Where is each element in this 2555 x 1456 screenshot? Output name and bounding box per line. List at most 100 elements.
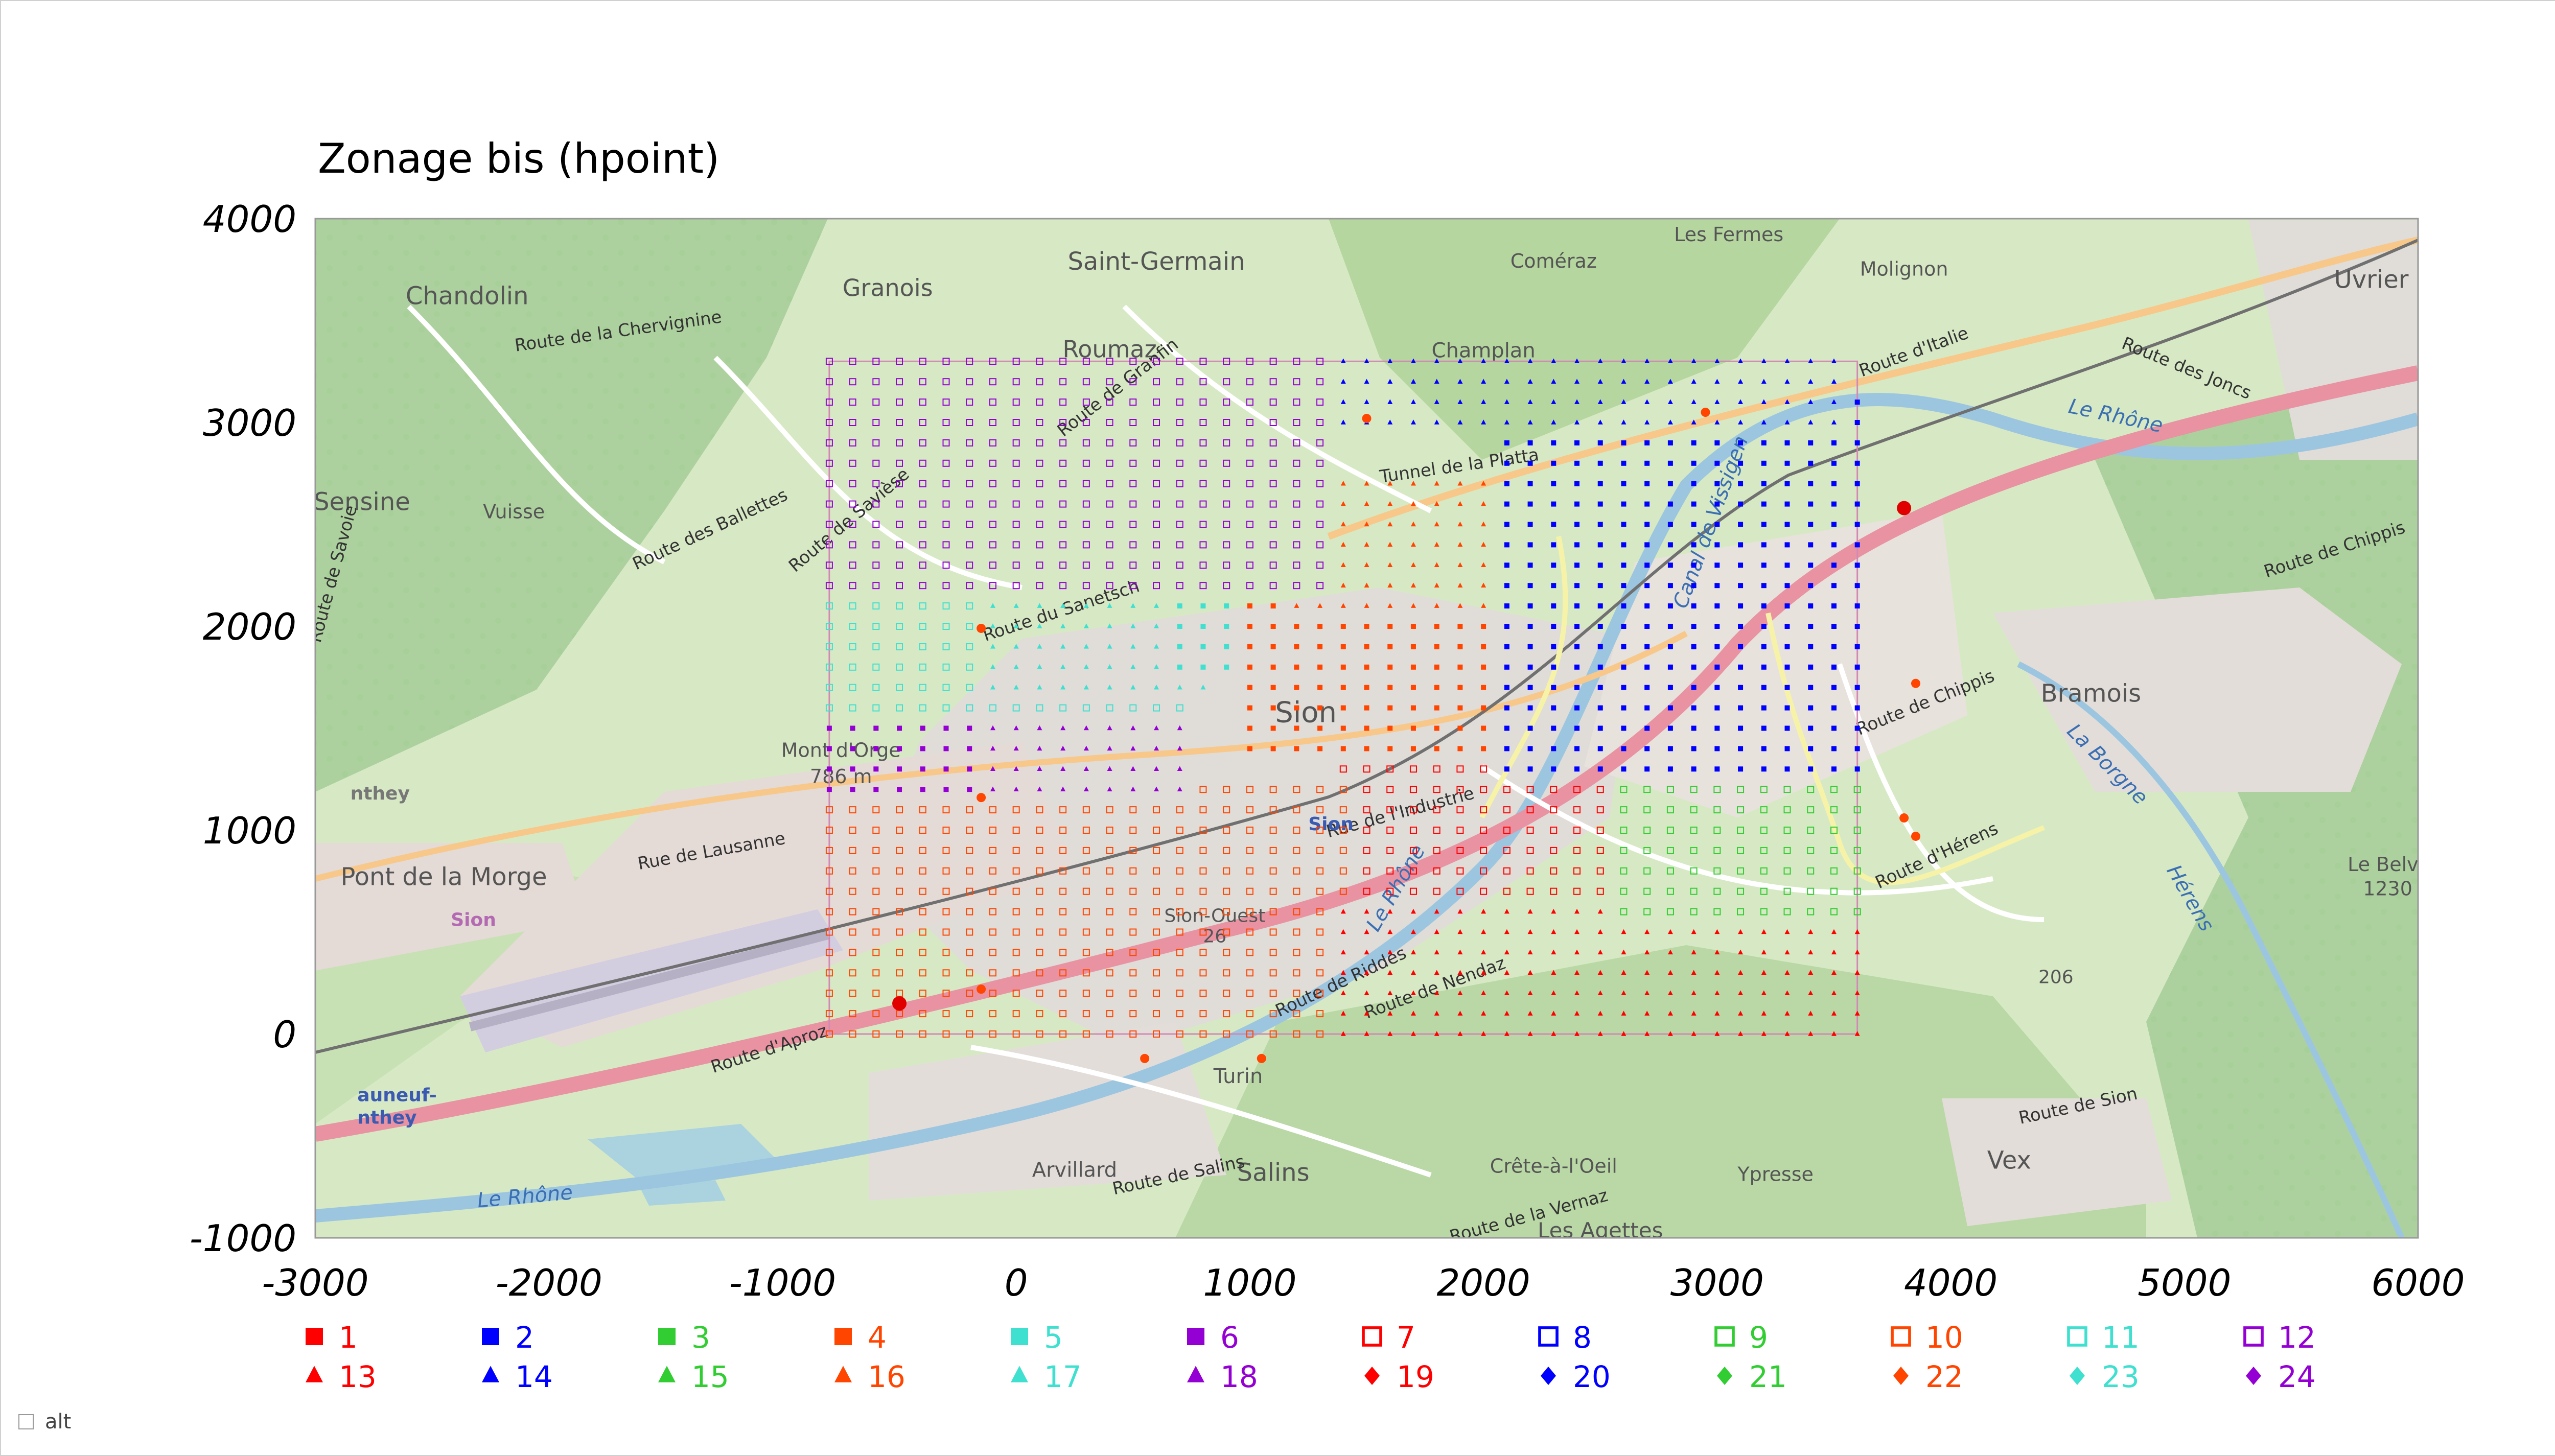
zone-point-2 xyxy=(1691,685,1697,690)
zone-point-7 xyxy=(1480,887,1488,895)
legend-marker-8 xyxy=(1538,1326,1559,1347)
legend-item-21[interactable]: 21 xyxy=(1717,1359,1787,1394)
zone-point-7 xyxy=(1526,887,1534,895)
zone-point-10 xyxy=(872,847,880,854)
legend-item-10[interactable]: 10 xyxy=(1891,1320,1963,1355)
zone-point-5 xyxy=(1224,664,1229,670)
zone-point-4 xyxy=(1294,746,1299,752)
zone-point-12 xyxy=(919,480,926,487)
zone-point-12 xyxy=(1106,541,1113,549)
zone-point-11 xyxy=(989,704,996,712)
zone-point-2 xyxy=(1831,766,1837,772)
legend-item-3[interactable]: 3 xyxy=(658,1320,710,1355)
zone-point-10 xyxy=(1199,908,1207,915)
zone-point-14 xyxy=(1504,379,1509,384)
zone-point-12 xyxy=(1036,358,1043,365)
zone-point-10 xyxy=(849,847,856,854)
legend-item-23[interactable]: 23 xyxy=(2070,1359,2140,1394)
zone-point-12 xyxy=(1082,582,1090,590)
place-label: Pont de la Morge xyxy=(340,863,547,891)
zone-point-2 xyxy=(1714,664,1720,670)
zone-point-10 xyxy=(1153,806,1160,814)
legend-item-4[interactable]: 4 xyxy=(834,1320,887,1355)
zone-point-12 xyxy=(919,582,926,590)
zone-point-10 xyxy=(825,928,833,936)
legend-item-18[interactable]: 18 xyxy=(1187,1359,1258,1394)
zone-point-18 xyxy=(1083,766,1089,771)
zone-point-12 xyxy=(942,561,950,569)
alt-toggle[interactable]: alt xyxy=(18,1410,71,1434)
zone-point-10 xyxy=(1316,908,1324,915)
zone-point-4 xyxy=(1270,664,1276,670)
zone-point-12 xyxy=(1269,459,1277,467)
legend-item-14[interactable]: 14 xyxy=(482,1359,553,1394)
legend-marker-16 xyxy=(834,1366,852,1382)
zone-point-2 xyxy=(1784,501,1790,507)
zone-point-10 xyxy=(1339,827,1347,834)
zone-point-13 xyxy=(1691,1031,1697,1036)
zone-point-5 xyxy=(1200,644,1206,649)
zone-point-4 xyxy=(1247,603,1252,609)
legend-item-6[interactable]: 6 xyxy=(1187,1320,1239,1355)
legend-item-16[interactable]: 16 xyxy=(834,1359,905,1394)
legend-label: 24 xyxy=(2278,1359,2316,1394)
legend-item-15[interactable]: 15 xyxy=(658,1359,729,1394)
legend-item-11[interactable]: 11 xyxy=(2067,1320,2140,1355)
legend-item-5[interactable]: 5 xyxy=(1011,1320,1063,1355)
legend-item-9[interactable]: 9 xyxy=(1714,1320,1768,1355)
zone-point-2 xyxy=(1597,481,1603,486)
zone-point-7 xyxy=(1596,867,1604,875)
zone-point-12 xyxy=(989,521,996,528)
zone-point-16 xyxy=(1434,542,1439,547)
zone-point-12 xyxy=(1082,358,1090,365)
legend-label: 12 xyxy=(2278,1320,2316,1355)
zone-point-10 xyxy=(919,867,926,875)
zone-point-10 xyxy=(1176,969,1183,977)
zone-point-12 xyxy=(1199,398,1207,406)
zone-point-2 xyxy=(1714,725,1720,731)
zone-point-2 xyxy=(1854,583,1860,589)
zone-point-2 xyxy=(1574,746,1580,752)
zone-point-6 xyxy=(943,787,949,792)
legend-item-17[interactable]: 17 xyxy=(1011,1359,1082,1394)
zone-point-17 xyxy=(1013,664,1019,669)
zone-point-13 xyxy=(1481,970,1486,975)
legend-item-12[interactable]: 12 xyxy=(2243,1320,2316,1355)
zone-point-10 xyxy=(966,969,973,977)
legend-item-20[interactable]: 20 xyxy=(1541,1359,1611,1394)
legend-item-8[interactable]: 8 xyxy=(1538,1320,1592,1355)
zone-point-12 xyxy=(1293,500,1300,508)
legend-item-19[interactable]: 19 xyxy=(1364,1359,1434,1394)
zone-point-17 xyxy=(1107,644,1112,649)
zone-point-16 xyxy=(1387,480,1393,486)
legend-item-22[interactable]: 22 xyxy=(1893,1359,1963,1394)
zone-point-14 xyxy=(1761,399,1767,404)
zone-point-2 xyxy=(1691,766,1697,772)
zone-point-2 xyxy=(1714,644,1720,649)
zone-point-4 xyxy=(1317,644,1323,649)
legend-item-2[interactable]: 2 xyxy=(482,1320,534,1355)
alt-label: alt xyxy=(45,1410,72,1434)
zone-point-13 xyxy=(1410,990,1416,995)
legend-item-1[interactable]: 1 xyxy=(306,1320,358,1355)
zone-point-7 xyxy=(1409,887,1417,895)
zone-point-4 xyxy=(1247,644,1252,649)
zone-point-10 xyxy=(1036,867,1043,875)
zone-point-9 xyxy=(1807,786,1815,793)
zone-point-14 xyxy=(1784,358,1790,364)
place-label: Granois xyxy=(843,274,933,302)
zone-point-13 xyxy=(1504,1031,1509,1036)
legend-item-13[interactable]: 13 xyxy=(306,1359,377,1394)
zone-point-10 xyxy=(919,1010,926,1018)
zone-point-13 xyxy=(1551,908,1557,914)
legend-item-24[interactable]: 24 xyxy=(2246,1359,2316,1394)
zone-point-7 xyxy=(1503,867,1511,875)
legend-item-7[interactable]: 7 xyxy=(1362,1320,1415,1355)
alt-checkbox[interactable] xyxy=(18,1414,34,1429)
zone-point-10 xyxy=(1176,847,1183,854)
legend-marker-24 xyxy=(2246,1367,2261,1385)
zone-point-2 xyxy=(1738,644,1744,649)
zone-point-12 xyxy=(1059,439,1067,447)
zone-point-14 xyxy=(1644,399,1650,404)
zone-point-7 xyxy=(1456,827,1464,834)
